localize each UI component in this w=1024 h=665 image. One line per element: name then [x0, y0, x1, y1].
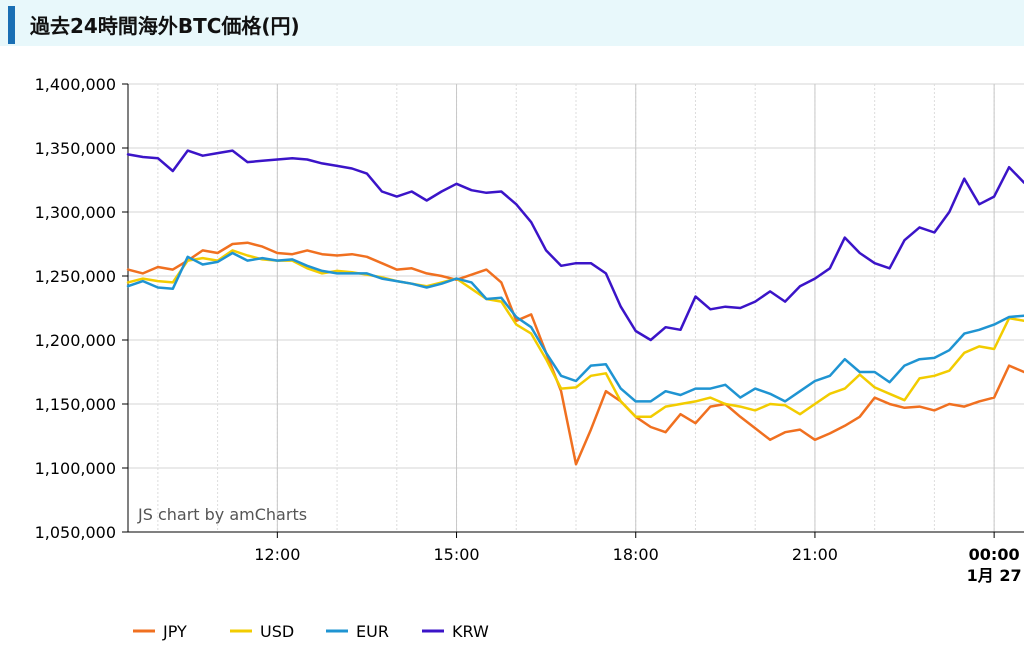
- series-line-eur[interactable]: [126, 251, 1024, 403]
- chart-grid: [128, 83, 1024, 533]
- y-tick-label: 1,200,000: [35, 331, 116, 350]
- chart-header: 過去24時間海外BTC価格(円): [0, 0, 1024, 46]
- y-tick-label: 1,100,000: [35, 459, 116, 478]
- x-tick-label: 12:00: [254, 545, 300, 564]
- line-chart: 1,050,000 1,100,000 1,150,000 1,200,000 1,25…: [35, 75, 1024, 641]
- legend-label: KRW: [452, 622, 489, 641]
- x-tick-sublabel: 1月 27: [967, 566, 1022, 585]
- y-tick-label: 1,350,000: [35, 139, 116, 158]
- chart-series: [126, 149, 1024, 466]
- legend-label: USD: [260, 622, 294, 641]
- y-axis: 1,050,000 1,100,000 1,150,000 1,200,000 1,25…: [35, 75, 129, 542]
- series-line-krw[interactable]: [126, 149, 1024, 342]
- y-tick-label: 1,300,000: [35, 203, 116, 222]
- chart-legend: JPY USD EUR KRW: [133, 622, 489, 641]
- x-axis: 12:00 15:00 18:00 21:00 00:00 1月 27: [128, 531, 1024, 585]
- page-title: 過去24時間海外BTC価格(円): [30, 14, 300, 38]
- x-tick-label: 21:00: [792, 545, 838, 564]
- legend-item-usd[interactable]: USD: [230, 622, 294, 641]
- header-accent-bar: [8, 6, 15, 44]
- legend-item-eur[interactable]: EUR: [326, 622, 389, 641]
- x-tick-label: 00:00: [969, 545, 1020, 564]
- legend-item-jpy[interactable]: JPY: [133, 622, 187, 641]
- y-tick-label: 1,050,000: [35, 523, 116, 542]
- y-tick-label: 1,150,000: [35, 395, 116, 414]
- legend-label: JPY: [162, 622, 187, 641]
- legend-item-krw[interactable]: KRW: [422, 622, 489, 641]
- x-tick-label: 15:00: [433, 545, 479, 564]
- legend-label: EUR: [356, 622, 389, 641]
- series-line-jpy[interactable]: [126, 241, 1024, 466]
- amcharts-credit[interactable]: JS chart by amCharts: [137, 505, 307, 524]
- y-tick-label: 1,400,000: [35, 75, 116, 94]
- x-tick-label: 18:00: [613, 545, 659, 564]
- y-tick-label: 1,250,000: [35, 267, 116, 286]
